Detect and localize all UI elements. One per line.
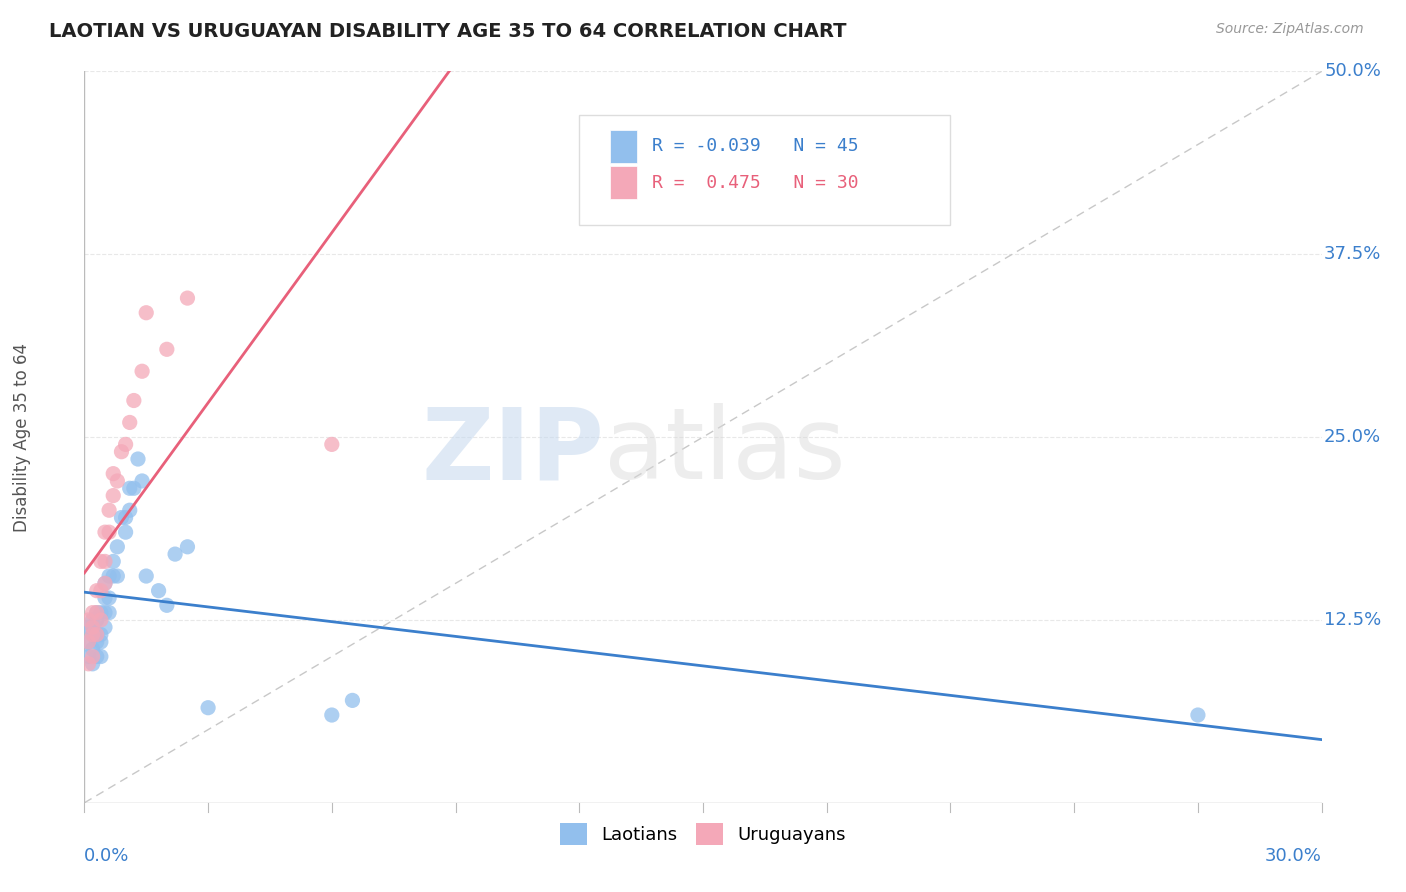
Text: atlas: atlas [605,403,845,500]
Legend: Laotians, Uruguayans: Laotians, Uruguayans [553,816,853,852]
FancyBboxPatch shape [610,167,637,199]
Point [90,649,112,664]
Point [127,452,149,467]
Point [135,569,157,583]
Point [103,554,125,568]
Text: 0.0%: 0.0% [84,847,129,864]
Point [131,364,153,378]
Point [77,613,100,627]
Point [165,547,187,561]
Point [94,591,117,605]
Point [98,606,121,620]
Point [176,540,198,554]
Point [197,700,219,714]
Point [118,416,141,430]
Point [86,627,108,641]
Point [86,606,108,620]
Point [82,606,104,620]
Point [82,649,104,664]
Point [103,467,125,481]
Point [77,657,100,671]
Point [122,393,145,408]
Point [103,489,125,503]
Point [82,627,104,641]
Point [90,554,112,568]
Point [94,620,117,634]
Text: R = -0.039   N = 45: R = -0.039 N = 45 [652,137,859,155]
Point [82,620,104,634]
Point [98,525,121,540]
Point [82,657,104,671]
Text: Disability Age 35 to 64: Disability Age 35 to 64 [14,343,31,532]
Point [94,576,117,591]
Point [103,569,125,583]
Point [148,583,170,598]
Point [86,627,108,641]
Point [90,627,112,641]
Point [118,503,141,517]
Point [77,620,100,634]
Point [86,606,108,620]
Point [110,444,132,458]
Point [342,693,364,707]
Text: 12.5%: 12.5% [1324,611,1381,629]
Point [77,649,100,664]
FancyBboxPatch shape [610,130,637,163]
Point [82,613,104,627]
Point [98,591,121,605]
Point [90,583,112,598]
Point [110,510,132,524]
Point [135,306,157,320]
Point [122,481,145,495]
Point [86,649,108,664]
Point [82,620,104,634]
Point [105,569,128,583]
Point [86,635,108,649]
Point [77,635,100,649]
Point [86,583,108,598]
Text: R =  0.475   N = 30: R = 0.475 N = 30 [652,174,859,192]
Point [118,481,141,495]
Point [94,606,117,620]
Point [114,510,136,524]
Point [105,474,128,488]
Text: 25.0%: 25.0% [1324,428,1381,446]
Point [86,613,108,627]
Point [90,635,112,649]
Point [156,343,179,357]
Point [156,599,179,613]
Point [131,474,153,488]
Point [176,291,198,305]
Point [94,576,117,591]
Text: Source: ZipAtlas.com: Source: ZipAtlas.com [1216,22,1364,37]
Text: 37.5%: 37.5% [1324,245,1382,263]
Point [98,569,121,583]
Text: 30.0%: 30.0% [1265,847,1322,864]
Text: ZIP: ZIP [422,403,605,500]
Text: 50.0%: 50.0% [1324,62,1381,80]
Point [90,606,112,620]
Point [105,540,128,554]
Point [82,642,104,657]
Point [90,613,112,627]
Point [321,437,343,451]
Point [77,635,100,649]
Point [114,525,136,540]
Point [114,437,136,451]
Point [1187,708,1209,723]
FancyBboxPatch shape [579,115,950,225]
Point [82,627,104,641]
Point [94,554,117,568]
Point [98,503,121,517]
Point [94,525,117,540]
Point [321,708,343,723]
Text: LAOTIAN VS URUGUAYAN DISABILITY AGE 35 TO 64 CORRELATION CHART: LAOTIAN VS URUGUAYAN DISABILITY AGE 35 T… [49,22,846,41]
